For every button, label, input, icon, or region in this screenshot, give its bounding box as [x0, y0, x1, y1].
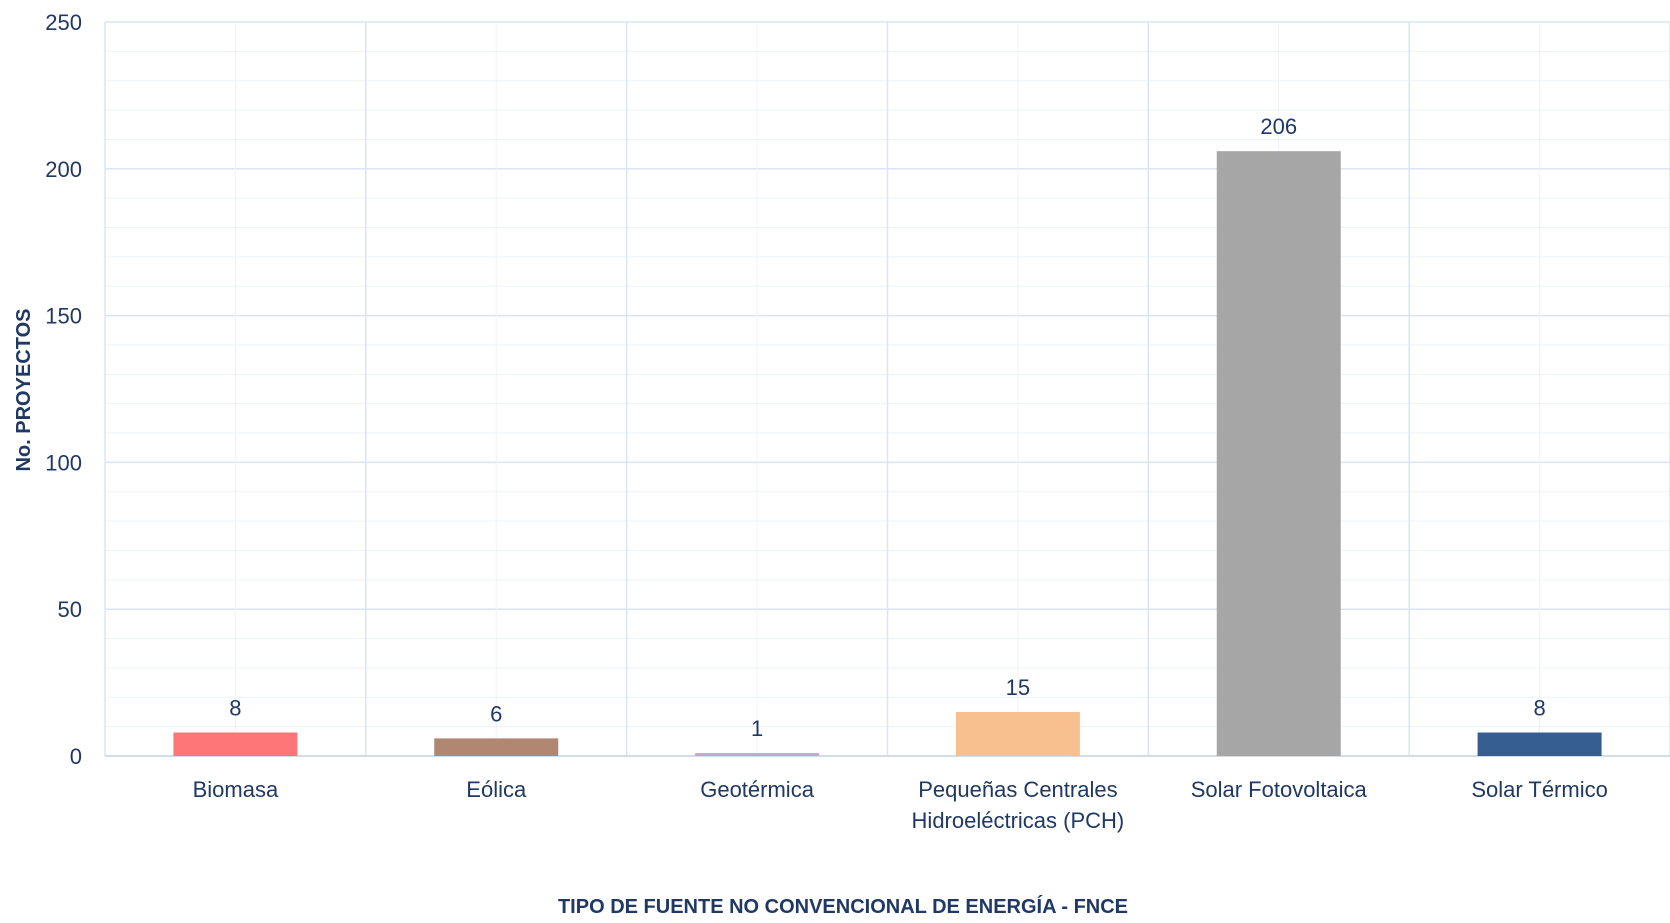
labels-layer: 0 50 100 150 200 250 8 Biomasa 6 Eólica 1 Geotérmic… — [45, 10, 1608, 833]
data-label: 1 — [751, 716, 763, 741]
category-label-line: Solar Térmico — [1471, 777, 1608, 802]
data-label: 15 — [1006, 675, 1030, 700]
data-label: 206 — [1260, 114, 1297, 139]
category-label: Geotérmica — [700, 777, 814, 802]
bar — [173, 732, 298, 756]
bars-layer — [173, 151, 1602, 756]
bar — [695, 753, 820, 756]
data-label: 8 — [1533, 696, 1545, 721]
data-label: 6 — [490, 701, 502, 726]
y-tick-label: 0 — [70, 744, 82, 769]
category-label-line: Eólica — [466, 777, 527, 802]
category-label-line: Biomasa — [193, 777, 279, 802]
category-label: Eólica — [466, 777, 527, 802]
y-tick-label: 150 — [45, 304, 82, 329]
y-tick-label: 200 — [45, 157, 82, 182]
grid-layer — [104, 21, 1670, 757]
bar — [1216, 151, 1341, 756]
y-tick-label: 50 — [58, 597, 82, 622]
category-label: Solar Fotovoltaica — [1191, 777, 1368, 802]
category-label-line: Solar Fotovoltaica — [1191, 777, 1368, 802]
y-tick-label: 250 — [45, 10, 82, 35]
x-axis-title: TIPO DE FUENTE NO CONVENCIONAL DE ENERGÍ… — [558, 895, 1128, 918]
category-label-line: Hidroeléctricas (PCH) — [912, 808, 1125, 833]
bar — [955, 711, 1080, 756]
category-label: Pequeñas Centrales Hidroeléctricas (PCH) — [912, 777, 1125, 833]
bar — [434, 738, 559, 756]
bar — [1477, 732, 1602, 756]
category-label: Solar Térmico — [1471, 777, 1608, 802]
category-label: Biomasa — [193, 777, 279, 802]
y-axis-title: No. PROYECTOS — [13, 309, 35, 472]
category-label-line: Geotérmica — [700, 777, 814, 802]
data-label: 8 — [229, 696, 241, 721]
category-label-line: Pequeñas Centrales — [918, 777, 1117, 802]
y-tick-label: 100 — [45, 450, 82, 475]
